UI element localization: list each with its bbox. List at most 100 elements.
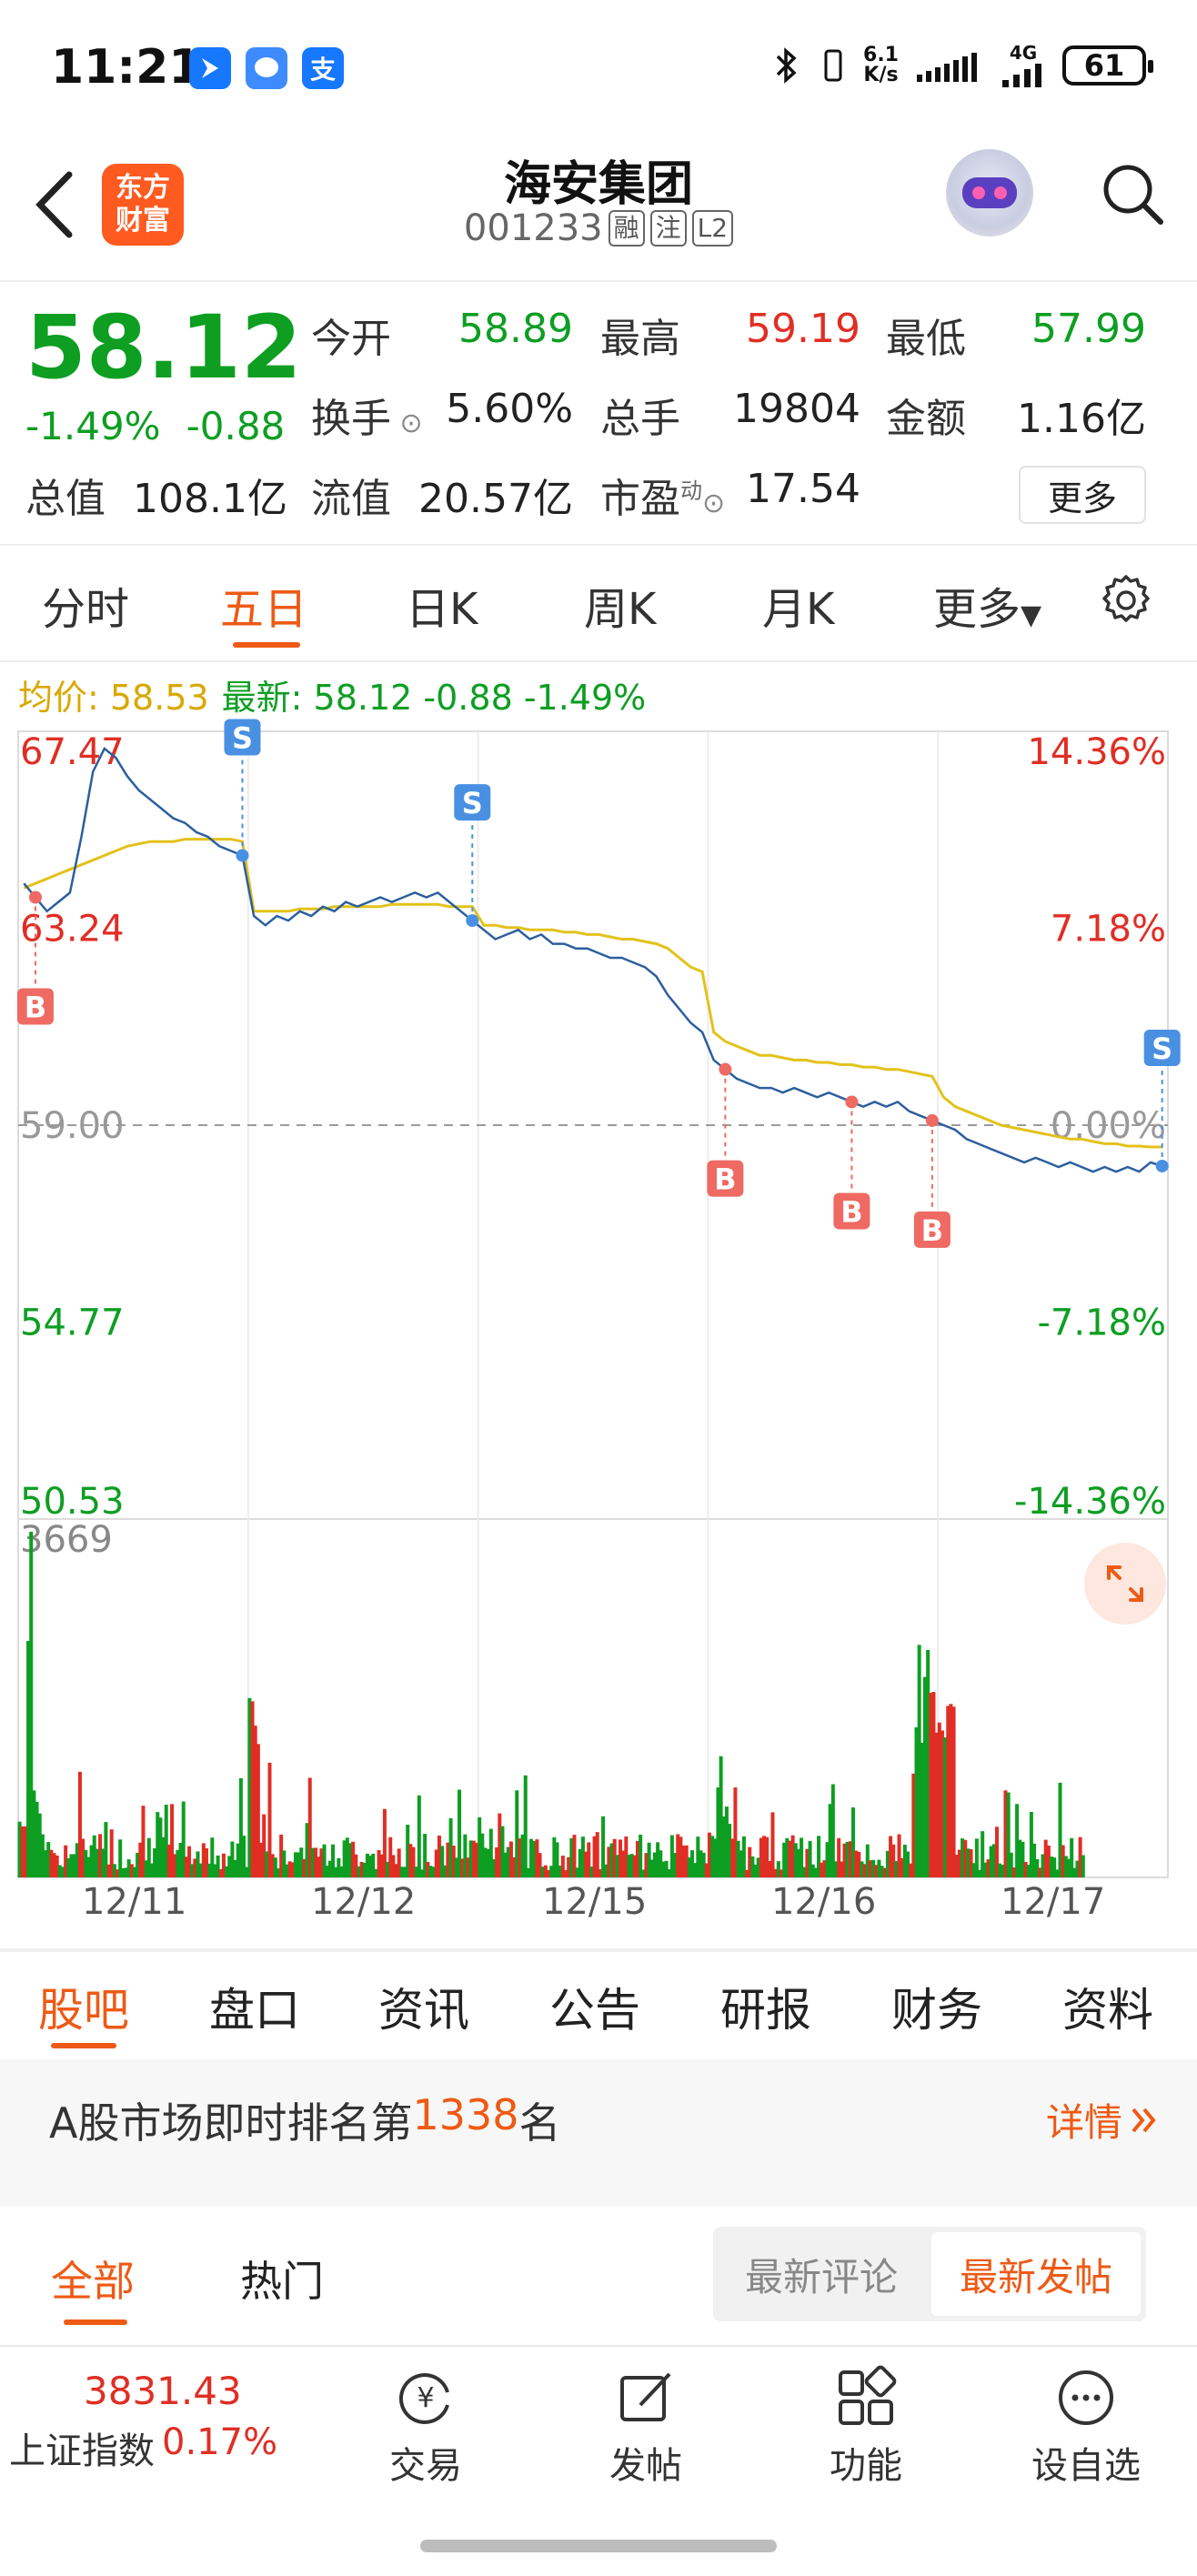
volume-bar: [963, 1839, 968, 1877]
volume-bar: [116, 1869, 120, 1877]
search-button[interactable]: [1097, 158, 1170, 231]
volume-bar: [949, 1704, 953, 1877]
price-axis-label: 50.53: [20, 1481, 125, 1523]
post-label: 发帖: [609, 2445, 682, 2487]
back-button[interactable]: [27, 164, 91, 246]
home-indicator[interactable]: [420, 2540, 777, 2552]
assistant-avatar[interactable]: [946, 149, 1033, 236]
wifi-signal-icon: [917, 53, 977, 82]
volume-bar: [84, 1849, 88, 1877]
buy-signal-marker[interactable]: B: [913, 1211, 951, 1248]
float-label: 流值: [311, 476, 391, 522]
volume-bar: [190, 1864, 195, 1877]
trade-button[interactable]: ¥ 交易: [353, 2365, 498, 2489]
tab-news[interactable]: 资讯: [378, 1984, 469, 2037]
volume-bar: [813, 1867, 818, 1877]
volume-bar: [909, 1863, 913, 1877]
volume-bar: [612, 1838, 617, 1877]
volume-bar: [940, 1730, 944, 1877]
buy-signal-marker[interactable]: B: [833, 1192, 870, 1230]
post-button[interactable]: 发帖: [573, 2365, 719, 2489]
volume-bar: [431, 1867, 436, 1877]
volume-bar: [902, 1845, 907, 1877]
volume-bar: [213, 1864, 217, 1877]
turnover-label[interactable]: 换手 ⊙: [311, 386, 423, 444]
volume-bar: [667, 1868, 671, 1877]
sort-latest-comment[interactable]: 最新评论: [744, 2254, 898, 2299]
volume-bar: [351, 1841, 356, 1877]
expand-chart-button[interactable]: [1084, 1543, 1166, 1625]
tab-daily-k[interactable]: 日K: [406, 584, 478, 635]
tab-intraday[interactable]: 分时: [42, 584, 130, 635]
five-day-chart[interactable]: 67.47 14.36% 63.24 7.18% 59.00 0.00% 54.77 -7.1…: [0, 719, 1197, 1901]
index-change: 0.17%: [162, 2421, 278, 2463]
volume-bar: [914, 1727, 919, 1877]
tab-research[interactable]: 研报: [720, 1984, 811, 2037]
volume-bar: [1075, 1860, 1080, 1877]
more-quote-button[interactable]: 更多: [1019, 466, 1146, 524]
sell-signal-marker[interactable]: S: [224, 719, 261, 756]
price-line: [23, 746, 1163, 1173]
market-rank-banner[interactable]: A股市场即时排名第 1338 名 详情: [0, 2059, 1197, 2179]
tab-financials[interactable]: 财务: [891, 1984, 982, 2037]
volume-bar: [937, 1722, 941, 1877]
volume-bar: [659, 1850, 663, 1877]
tab-announcements[interactable]: 公告: [549, 1984, 640, 2037]
volume-bar: [221, 1853, 226, 1877]
tab-more[interactable]: 更多▼: [933, 573, 1041, 637]
volume-bar: [822, 1860, 827, 1877]
volume-bar: [397, 1848, 401, 1877]
alipay-icon: 支: [302, 47, 344, 89]
pe-label[interactable]: 市盈动⊙: [600, 466, 725, 524]
add-watchlist-button[interactable]: 设自选: [1013, 2365, 1159, 2489]
signal-point: [925, 1113, 939, 1127]
volume-bar: [719, 1756, 723, 1877]
tab-five-day[interactable]: 五日: [220, 584, 308, 635]
rank-detail-link[interactable]: 详情: [1046, 2092, 1161, 2148]
volume-bar: [463, 1834, 468, 1877]
volume-bar: [800, 1837, 804, 1877]
signal-label: B: [714, 1162, 736, 1197]
volume-bar: [230, 1841, 235, 1877]
filter-all[interactable]: 全部: [51, 2257, 135, 2306]
volume-bar: [394, 1864, 398, 1877]
volume-bar: [656, 1842, 660, 1877]
status-bar: 11:21 支 6.1 K/s 4G 61: [0, 0, 1197, 136]
volume-bar: [790, 1835, 795, 1877]
price-axis-label: 54.77: [20, 1303, 125, 1344]
gear-icon[interactable]: [1097, 571, 1155, 629]
volume-bar: [584, 1851, 588, 1877]
volume-bar: [210, 1837, 215, 1877]
tab-monthly-k[interactable]: 月K: [762, 584, 835, 635]
volume-bar: [569, 1838, 574, 1877]
volume-bar: [52, 1853, 56, 1877]
sell-signal-marker[interactable]: S: [454, 784, 491, 821]
tab-order-book[interactable]: 盘口: [209, 1984, 300, 2037]
divider: [0, 280, 1197, 282]
sort-latest-post[interactable]: 最新发帖: [931, 2232, 1141, 2316]
tab-forum[interactable]: 股吧: [38, 1984, 129, 2037]
low-value: 57.99: [1031, 306, 1146, 352]
mktcap-value: 108.1亿: [133, 476, 287, 522]
volume-bar: [563, 1869, 568, 1877]
volume-bar: [259, 1842, 264, 1877]
filter-hot[interactable]: 热门: [240, 2257, 324, 2306]
volume-bar: [69, 1854, 74, 1877]
sell-signal-marker[interactable]: S: [1143, 1029, 1181, 1066]
functions-button[interactable]: 功能: [793, 2365, 939, 2489]
volume-bar: [20, 1826, 25, 1877]
expand-icon: [1107, 1565, 1143, 1602]
content-tabs: 股吧 盘口 资讯 公告 研报 财务 资料: [0, 1952, 1197, 2059]
volume-bar: [121, 1867, 126, 1877]
volume-bar: [57, 1865, 62, 1877]
buy-signal-marker[interactable]: B: [16, 988, 54, 1025]
tab-profile[interactable]: 资料: [1062, 1984, 1153, 2037]
float-value: 20.57亿: [418, 476, 573, 522]
info-icon: ⊙: [391, 408, 423, 439]
volume-bar: [555, 1842, 559, 1877]
tab-weekly-k[interactable]: 周K: [584, 584, 657, 635]
volume-bar: [411, 1846, 416, 1877]
buy-signal-marker[interactable]: B: [707, 1160, 744, 1197]
avg-price-line: [23, 838, 1162, 1149]
brand-logo[interactable]: 东方 财富: [102, 164, 184, 246]
